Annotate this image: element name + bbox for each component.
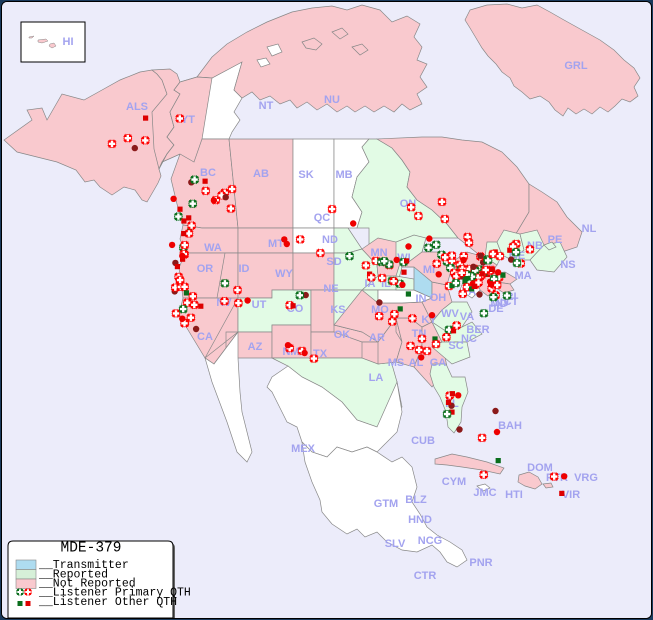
- svg-text:PE: PE: [548, 234, 563, 246]
- svg-text:SD: SD: [326, 256, 341, 268]
- svg-text:WA: WA: [204, 242, 222, 254]
- svg-text:NL: NL: [582, 223, 597, 235]
- svg-text:MS: MS: [388, 357, 405, 369]
- svg-text:LA: LA: [369, 372, 384, 384]
- svg-text:GA: GA: [430, 357, 447, 369]
- svg-text:ID: ID: [239, 263, 250, 275]
- svg-text:NU: NU: [324, 94, 340, 106]
- svg-text:IN: IN: [416, 293, 427, 305]
- svg-text:NS: NS: [560, 259, 575, 271]
- svg-text:VIR: VIR: [562, 489, 580, 501]
- svg-text:HI: HI: [63, 36, 74, 48]
- svg-text:QC: QC: [314, 212, 331, 224]
- svg-text:AR: AR: [369, 332, 385, 344]
- svg-text:GTM: GTM: [374, 498, 398, 510]
- svg-text:WY: WY: [275, 268, 293, 280]
- svg-text:SK: SK: [298, 169, 313, 181]
- svg-text:NE: NE: [323, 283, 338, 295]
- svg-text:PNR: PNR: [469, 557, 492, 569]
- svg-text:DE: DE: [488, 303, 503, 315]
- svg-text:AZ: AZ: [248, 341, 263, 353]
- svg-text:__Listener Other QTH: __Listener Other QTH: [38, 596, 177, 609]
- svg-text:SC: SC: [448, 340, 463, 352]
- svg-text:ALS: ALS: [126, 101, 148, 113]
- svg-text:BC: BC: [200, 167, 216, 179]
- svg-text:CTR: CTR: [414, 570, 437, 582]
- svg-text:MN: MN: [370, 247, 387, 259]
- svg-text:BLZ: BLZ: [405, 494, 427, 506]
- svg-text:KS: KS: [330, 304, 345, 316]
- svg-text:WV: WV: [441, 308, 459, 320]
- svg-text:OR: OR: [197, 263, 214, 275]
- svg-text:VRG: VRG: [574, 472, 598, 484]
- svg-text:CA: CA: [197, 331, 213, 343]
- svg-text:CYM: CYM: [442, 476, 466, 488]
- svg-text:MA: MA: [514, 270, 531, 282]
- svg-text:NCG: NCG: [418, 535, 442, 547]
- svg-text:VA: VA: [460, 311, 475, 323]
- svg-text:OK: OK: [334, 329, 351, 341]
- svg-text:AB: AB: [253, 168, 269, 180]
- svg-text:SLV: SLV: [385, 538, 406, 550]
- svg-text:GRL: GRL: [564, 60, 588, 72]
- svg-text:CUB: CUB: [411, 435, 435, 447]
- svg-text:MB: MB: [335, 169, 352, 181]
- svg-text:ND: ND: [322, 234, 338, 246]
- svg-text:HND: HND: [408, 514, 432, 526]
- svg-text:OH: OH: [430, 292, 447, 304]
- svg-text:HTI: HTI: [505, 489, 523, 501]
- svg-text:MEX: MEX: [291, 443, 316, 455]
- svg-text:MDE-379: MDE-379: [61, 541, 122, 557]
- svg-text:BAH: BAH: [498, 420, 522, 432]
- svg-text:JMC: JMC: [473, 487, 496, 499]
- svg-text:UT: UT: [252, 299, 267, 311]
- svg-text:NT: NT: [259, 100, 274, 112]
